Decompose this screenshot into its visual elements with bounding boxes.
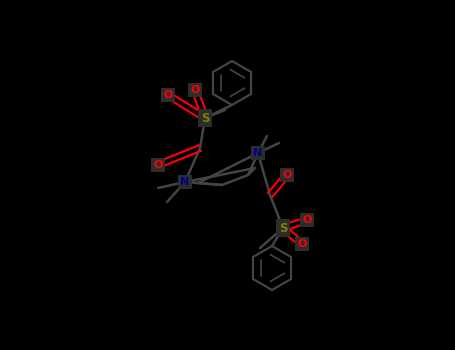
Text: S: S xyxy=(279,222,287,235)
Text: N: N xyxy=(253,148,263,158)
Text: S: S xyxy=(201,112,209,125)
Text: O: O xyxy=(302,215,312,225)
Text: O: O xyxy=(190,85,200,95)
Text: O: O xyxy=(297,239,307,249)
Text: O: O xyxy=(163,90,173,100)
Text: O: O xyxy=(282,170,292,180)
Text: N: N xyxy=(180,177,190,187)
Text: O: O xyxy=(153,160,163,170)
